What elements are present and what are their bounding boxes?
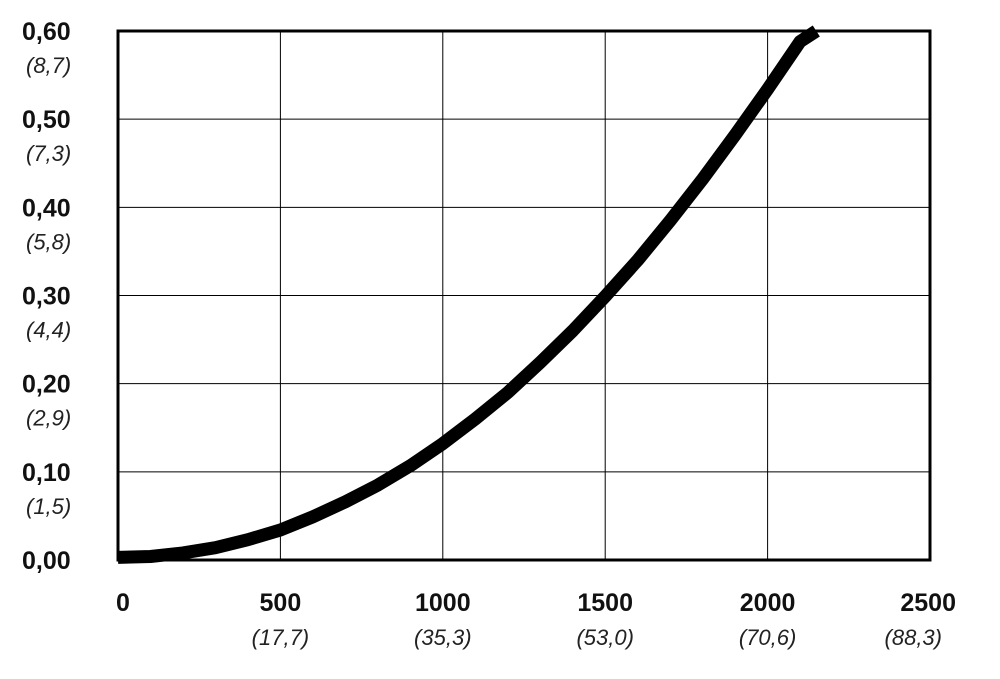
y-tick-label: 0,10 [22,459,71,487]
x-tick-label: 2500 [900,589,956,617]
x-axis: 0 500 (17,7) 1000 (35,3) 1500 (53,0) 2000 (70,6)… [116,589,956,650]
y-tick-sublabel: (4,4) [26,318,71,343]
x-tick-label: 0 [116,589,130,617]
y-tick-label: 0,20 [22,371,71,399]
y-tick-label: 0,30 [22,283,71,311]
series-layer [117,25,820,564]
y-tick-label: 0,40 [22,194,71,222]
grid [118,31,930,560]
x-tick-sublabel: (35,3) [414,625,471,650]
x-tick-label: 1000 [415,589,471,617]
y-tick-sublabel: (7,3) [26,141,71,166]
y-tick-sublabel: (8,7) [26,53,71,78]
series-line [117,25,820,564]
plot-frame [116,29,932,562]
y-tick-sublabel: (5,8) [26,229,71,254]
x-tick-label: 500 [260,589,302,617]
y-tick-label: 0,50 [22,106,71,134]
y-tick-label: 0,60 [22,18,71,46]
x-tick-sublabel: (53,0) [576,625,633,650]
y-tick-sublabel: (2,9) [26,406,71,431]
x-tick-label: 2000 [740,589,796,617]
y-tick-label: 0,00 [22,547,71,575]
x-tick-sublabel: (17,7) [252,625,309,650]
x-tick-sublabel: (70,6) [739,625,796,650]
x-tick-label: 1500 [577,589,633,617]
y-tick-sublabel: (1,5) [26,494,71,519]
y-axis: 0,00 0,10 (1,5) 0,20 (2,9) 0,30 (4,4) 0,40 (5,8)… [22,18,71,575]
x-tick-sublabel: (88,3) [885,625,942,650]
